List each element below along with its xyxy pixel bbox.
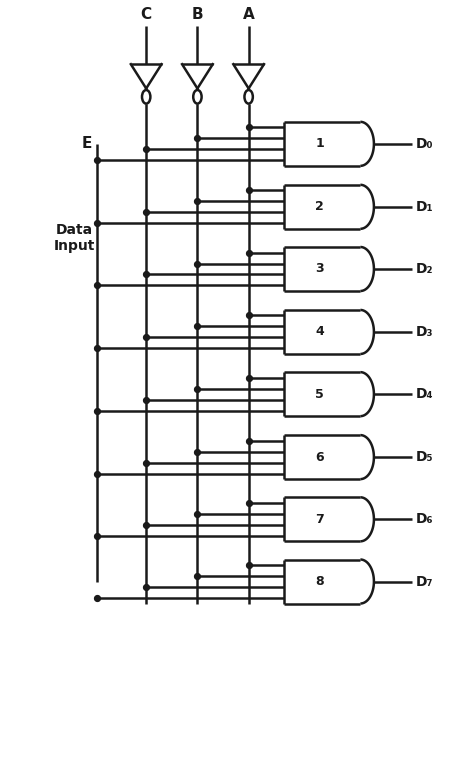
Text: 5: 5 xyxy=(315,387,324,400)
Text: 8: 8 xyxy=(315,575,324,588)
Text: 2: 2 xyxy=(315,200,324,213)
Text: D₆: D₆ xyxy=(415,512,433,527)
Text: 7: 7 xyxy=(315,513,324,526)
Text: 6: 6 xyxy=(315,450,324,464)
Text: A: A xyxy=(243,8,255,22)
Text: D₀: D₀ xyxy=(415,137,433,151)
Text: D₄: D₄ xyxy=(415,387,433,401)
Text: Data
Input: Data Input xyxy=(54,223,95,253)
Text: E: E xyxy=(82,136,91,152)
Text: D₃: D₃ xyxy=(415,325,433,339)
Text: B: B xyxy=(191,8,203,22)
Text: D₅: D₅ xyxy=(415,450,433,464)
Text: 4: 4 xyxy=(315,326,324,339)
Text: 3: 3 xyxy=(315,263,324,276)
Text: D₇: D₇ xyxy=(415,574,433,588)
Text: D₁: D₁ xyxy=(415,199,433,214)
Text: C: C xyxy=(141,8,152,22)
Text: D₂: D₂ xyxy=(415,262,433,276)
Text: 1: 1 xyxy=(315,137,324,150)
